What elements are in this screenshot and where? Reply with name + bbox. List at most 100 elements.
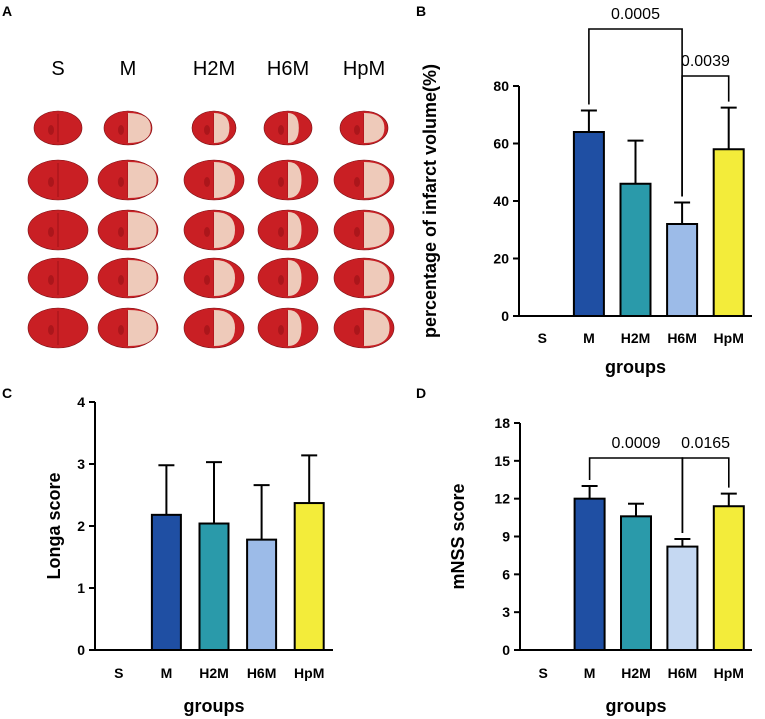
group-label-h2m: H2M bbox=[193, 58, 235, 80]
slice-ventricle bbox=[48, 227, 54, 237]
panel-a-brain-slices: A S M H2M H6M HpM bbox=[2, 3, 395, 349]
slice-infarct bbox=[288, 162, 302, 198]
x-axis-label-c: groups bbox=[184, 696, 245, 716]
brain-slice-h2m-1 bbox=[191, 110, 237, 146]
slice-infarct bbox=[364, 113, 385, 143]
slice-ventricle bbox=[48, 325, 54, 335]
slice-infarct bbox=[128, 113, 151, 143]
y-tick-label-b-40: 40 bbox=[493, 193, 509, 209]
brain-slice-h6m-4 bbox=[257, 257, 319, 299]
slice-ventricle bbox=[118, 227, 124, 237]
p-value-label-d-1: 0.0009 bbox=[612, 435, 661, 452]
slice-ventricle bbox=[278, 177, 284, 187]
x-tick-label-d-h2m: H2M bbox=[621, 665, 651, 681]
brain-slice-s-4 bbox=[27, 257, 89, 299]
brain-slice-h2m-5 bbox=[183, 307, 245, 349]
slice-ventricle bbox=[278, 325, 284, 335]
y-axis-label-b: percentage of infarct volume(%) bbox=[420, 64, 440, 338]
y-tick-label-b-0: 0 bbox=[501, 308, 509, 324]
slice-infarct bbox=[364, 162, 390, 198]
slice-ventricle bbox=[278, 227, 284, 237]
slice-infarct bbox=[288, 113, 299, 143]
slice-infarct bbox=[128, 310, 157, 346]
x-axis-label-d: groups bbox=[606, 696, 667, 716]
brain-slice-hpm-5 bbox=[333, 307, 395, 349]
x-tick-label-b-h6m: H6M bbox=[667, 330, 697, 346]
slice-ventricle bbox=[204, 177, 210, 187]
bar-d-h6m bbox=[666, 545, 699, 651]
brain-slice-hpm-3 bbox=[333, 209, 395, 251]
slice-ventricle bbox=[354, 227, 360, 237]
y-tick-label-d-18: 18 bbox=[494, 415, 510, 431]
y-tick-label-d-12: 12 bbox=[494, 491, 510, 507]
x-tick-label-b-m: M bbox=[583, 330, 595, 346]
brain-slice-h6m-5 bbox=[257, 307, 319, 349]
slice-ventricle bbox=[48, 177, 54, 187]
slice-infarct bbox=[128, 260, 157, 296]
x-tick-label-b-s: S bbox=[538, 330, 547, 346]
x-tick-label-b-hpm: HpM bbox=[714, 330, 744, 346]
slice-infarct bbox=[288, 212, 302, 248]
brain-slice-hpm-4 bbox=[333, 257, 395, 299]
slice-ventricle bbox=[204, 325, 210, 335]
brain-slice-s-5 bbox=[27, 307, 89, 349]
y-tick-label-b-20: 20 bbox=[493, 251, 509, 267]
y-axis-label-c: Longa score bbox=[44, 472, 64, 579]
y-axis-label-d: mNSS score bbox=[448, 483, 468, 589]
group-label-hpm: HpM bbox=[343, 58, 385, 80]
y-tick-label-c-4: 4 bbox=[77, 394, 85, 410]
x-tick-label-d-h6m: H6M bbox=[668, 665, 698, 681]
brain-slice-h2m-3 bbox=[183, 209, 245, 251]
slice-infarct bbox=[364, 260, 390, 296]
y-tick-label-c-0: 0 bbox=[77, 642, 85, 658]
y-tick-label-d-0: 0 bbox=[502, 642, 510, 658]
panel-letter-b: B bbox=[416, 3, 426, 19]
slice-ventricle bbox=[354, 125, 360, 135]
slice-ventricle bbox=[354, 275, 360, 285]
x-tick-label-c-s: S bbox=[114, 665, 123, 681]
brain-slice-hpm-2 bbox=[333, 159, 395, 201]
y-tick-label-d-3: 3 bbox=[502, 604, 510, 620]
slice-ventricle bbox=[354, 177, 360, 187]
slice-ventricle bbox=[48, 125, 54, 135]
slice-ventricle bbox=[118, 177, 124, 187]
panel-letter-a: A bbox=[2, 3, 12, 19]
p-value-label-b-2: 0.0039 bbox=[681, 53, 730, 70]
p-value-label-d-2: 0.0165 bbox=[681, 435, 730, 452]
bar-b-h6m bbox=[666, 223, 699, 317]
brain-slice-s-2 bbox=[27, 159, 89, 201]
p-value-label-b-1: 0.0005 bbox=[611, 6, 660, 23]
x-tick-label-c-h6m: H6M bbox=[247, 665, 277, 681]
slice-infarct bbox=[214, 113, 230, 143]
y-tick-label-d-9: 9 bbox=[502, 529, 510, 545]
brain-slice-h6m-3 bbox=[257, 209, 319, 251]
bar-b-hpm bbox=[712, 148, 745, 317]
y-tick-label-c-2: 2 bbox=[77, 518, 85, 534]
brain-slice-s-3 bbox=[27, 209, 89, 251]
x-tick-label-c-m: M bbox=[161, 665, 173, 681]
slice-ventricle bbox=[204, 275, 210, 285]
bar-c-h6m bbox=[246, 538, 278, 652]
brain-slice-hpm-1 bbox=[339, 110, 389, 146]
group-label-s: S bbox=[51, 58, 64, 80]
slice-ventricle bbox=[118, 125, 124, 135]
x-tick-label-b-h2m: H2M bbox=[621, 330, 651, 346]
slice-ventricle bbox=[354, 325, 360, 335]
y-tick-label-d-15: 15 bbox=[494, 453, 510, 469]
slice-ventricle bbox=[48, 275, 54, 285]
brain-slice-h6m-1 bbox=[263, 110, 313, 146]
y-tick-label-c-1: 1 bbox=[77, 580, 85, 596]
group-label-h6m: H6M bbox=[267, 58, 309, 80]
panel-letter-c: C bbox=[2, 385, 12, 401]
bar-c-hpm bbox=[293, 502, 325, 651]
slice-infarct bbox=[128, 162, 157, 198]
brain-slice-m-4 bbox=[97, 257, 159, 299]
x-tick-label-d-hpm: HpM bbox=[714, 665, 744, 681]
slice-ventricle bbox=[278, 125, 284, 135]
slice-infarct bbox=[128, 212, 157, 248]
x-tick-label-c-hpm: HpM bbox=[294, 665, 324, 681]
bar-b-m bbox=[572, 131, 605, 317]
slice-infarct bbox=[214, 260, 235, 296]
panel-c-longa-score-chart: C 0 1 2 3 4 S M H2M H6M HpM groups Longa score bbox=[2, 385, 333, 716]
y-tick-label-b-80: 80 bbox=[493, 78, 509, 94]
